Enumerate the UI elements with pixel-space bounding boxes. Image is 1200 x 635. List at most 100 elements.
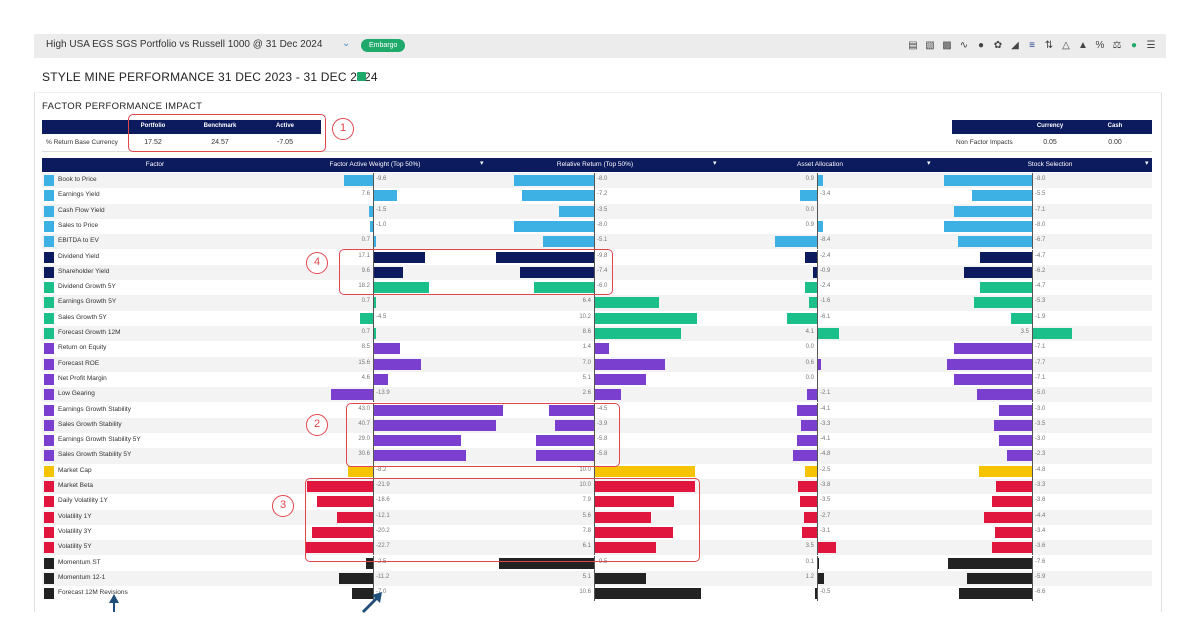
value-label: -3.5	[597, 206, 608, 213]
document-icon[interactable]: ▤	[908, 40, 918, 51]
sort-down-icon[interactable]: ▾	[1145, 160, 1149, 167]
sort-down-icon[interactable]: ▾	[480, 160, 484, 167]
value-bar	[370, 220, 373, 232]
zero-axis	[817, 417, 818, 434]
factor-name[interactable]: Sales to Price	[58, 221, 99, 229]
value-label: -5.1	[597, 237, 608, 244]
factor-name[interactable]: Cash Flow Yield	[58, 206, 105, 214]
factor-name[interactable]: Momentum 12-1	[58, 573, 106, 581]
zero-axis	[373, 463, 374, 479]
value-bar	[595, 465, 695, 477]
value-label: 10.0	[579, 482, 591, 488]
summary-header	[42, 120, 321, 134]
col-asset-allocation[interactable]: Asset Allocation	[797, 161, 843, 168]
col-active-weight[interactable]: Factor Active Weight (Top 50%)	[329, 161, 421, 168]
value-bar	[971, 190, 1032, 202]
sparkline-icon[interactable]: ∿	[959, 40, 969, 51]
value-bar	[944, 175, 1032, 186]
factor-name[interactable]: Low Gearing	[58, 390, 95, 398]
zero-axis	[594, 540, 595, 556]
factor-name[interactable]: Forecast Growth 12M	[58, 329, 121, 336]
value-bar	[796, 435, 817, 447]
col-factor[interactable]: Factor	[145, 161, 165, 168]
factor-name[interactable]: Volatility 1Y	[58, 512, 92, 520]
callout-3: 3	[272, 495, 294, 517]
drop-icon[interactable]: ●	[977, 40, 985, 51]
factor-name[interactable]: Volatility 3Y	[58, 527, 92, 535]
non-factor-label: Non Factor Impacts	[956, 139, 1013, 146]
zero-axis	[594, 494, 595, 510]
value-bar	[374, 373, 388, 385]
factor-name[interactable]: Sales Growth Stability	[58, 420, 122, 428]
value-bar	[818, 328, 839, 339]
value-label: 29.0	[358, 436, 370, 443]
factor-name[interactable]: Market Cap	[58, 466, 92, 474]
currency-header: Currency	[1036, 123, 1064, 129]
leaf-icon[interactable]: ✿	[993, 40, 1003, 51]
factor-name[interactable]: Dividend Growth 5Y	[58, 283, 116, 291]
sort-down-icon[interactable]: ▾	[927, 160, 931, 167]
factor-name[interactable]: Forecast ROE	[58, 359, 100, 367]
factor-name[interactable]: Earnings Growth Stability	[58, 405, 131, 413]
zero-axis	[373, 417, 374, 434]
zero-axis	[1032, 371, 1033, 388]
factor-name[interactable]: Earnings Growth Stability 5Y	[58, 436, 141, 444]
factor-color-swatch	[44, 175, 54, 186]
value-bar	[798, 481, 817, 492]
value-label: -7.7	[1035, 359, 1046, 366]
factor-name[interactable]: Momentum ST	[58, 558, 101, 566]
bar-chart-icon[interactable]: ▧	[925, 40, 935, 51]
value-bar	[994, 526, 1032, 538]
factor-name[interactable]: Daily Volatility 1Y	[58, 497, 108, 505]
area-chart-icon[interactable]: ◢	[1011, 40, 1019, 51]
hierarchy-icon[interactable]: ▲	[1078, 40, 1088, 51]
callout-box-1	[128, 114, 326, 152]
factor-name[interactable]: Sales Growth 5Y	[58, 313, 107, 321]
factor-name[interactable]: EBITDA to EV	[58, 237, 99, 245]
value-label: -5.8	[597, 436, 608, 443]
pointer-arrow-icon	[109, 594, 119, 612]
scales-icon[interactable]: ⚖	[1112, 40, 1122, 51]
return-base-label: % Return Base Currency	[46, 139, 118, 146]
sort-down-icon[interactable]: ▾	[713, 160, 717, 167]
zero-axis	[373, 570, 374, 587]
col-stock-selection[interactable]: Stock Selection	[1027, 161, 1073, 168]
chevron-down-icon[interactable]: ⌄	[342, 38, 351, 49]
callout-2: 2	[306, 414, 328, 436]
zero-axis	[817, 218, 818, 235]
value-bar	[805, 251, 817, 263]
factor-name[interactable]: Volatility 5Y	[58, 543, 92, 551]
factor-name[interactable]: Net Profit Margin	[58, 374, 107, 382]
value-bar	[1011, 312, 1032, 324]
non-factor-header	[952, 120, 1152, 134]
menu-icon[interactable]: ☰	[1146, 40, 1156, 51]
value-bar	[977, 389, 1032, 401]
value-label: -3.5	[1035, 420, 1046, 427]
sort-arrows-icon[interactable]: ⇅	[1044, 40, 1054, 51]
value-bar	[967, 572, 1032, 584]
factor-name[interactable]: Sales Growth Stability 5Y	[58, 451, 132, 459]
calendar-icon[interactable]	[357, 72, 366, 81]
factor-color-swatch	[44, 389, 54, 401]
report-selector[interactable]: High USA EGS SGS Portfolio vs Russell 10…	[46, 39, 323, 50]
zero-axis	[1032, 295, 1033, 311]
value-label: 10.0	[579, 466, 591, 473]
factor-name[interactable]: Book to Price	[58, 176, 97, 183]
factor-icon[interactable]: ≡	[1029, 40, 1035, 51]
value-label: -2.1	[820, 390, 831, 397]
triangle-icon[interactable]: △	[1062, 40, 1070, 51]
factor-name[interactable]: Return on Equity	[58, 344, 107, 352]
percent-icon[interactable]: %	[1095, 40, 1105, 51]
factor-name[interactable]: Shareholder Yield	[58, 267, 110, 275]
zero-axis	[1032, 387, 1033, 403]
factor-name[interactable]: Dividend Yield	[58, 252, 100, 260]
factor-name[interactable]: Earnings Yield	[58, 191, 100, 199]
factor-name[interactable]: Market Beta	[58, 482, 94, 489]
col-relative-return[interactable]: Relative Return (Top 50%)	[556, 161, 634, 168]
factor-name[interactable]: Earnings Growth 5Y	[58, 298, 117, 306]
factor-name[interactable]: Forecast 12M Revisions	[58, 589, 128, 597]
value-bar	[514, 175, 594, 186]
value-label: -7.1	[1035, 344, 1046, 351]
zero-axis	[373, 540, 374, 556]
column-chart-icon[interactable]: ▩	[942, 40, 952, 51]
